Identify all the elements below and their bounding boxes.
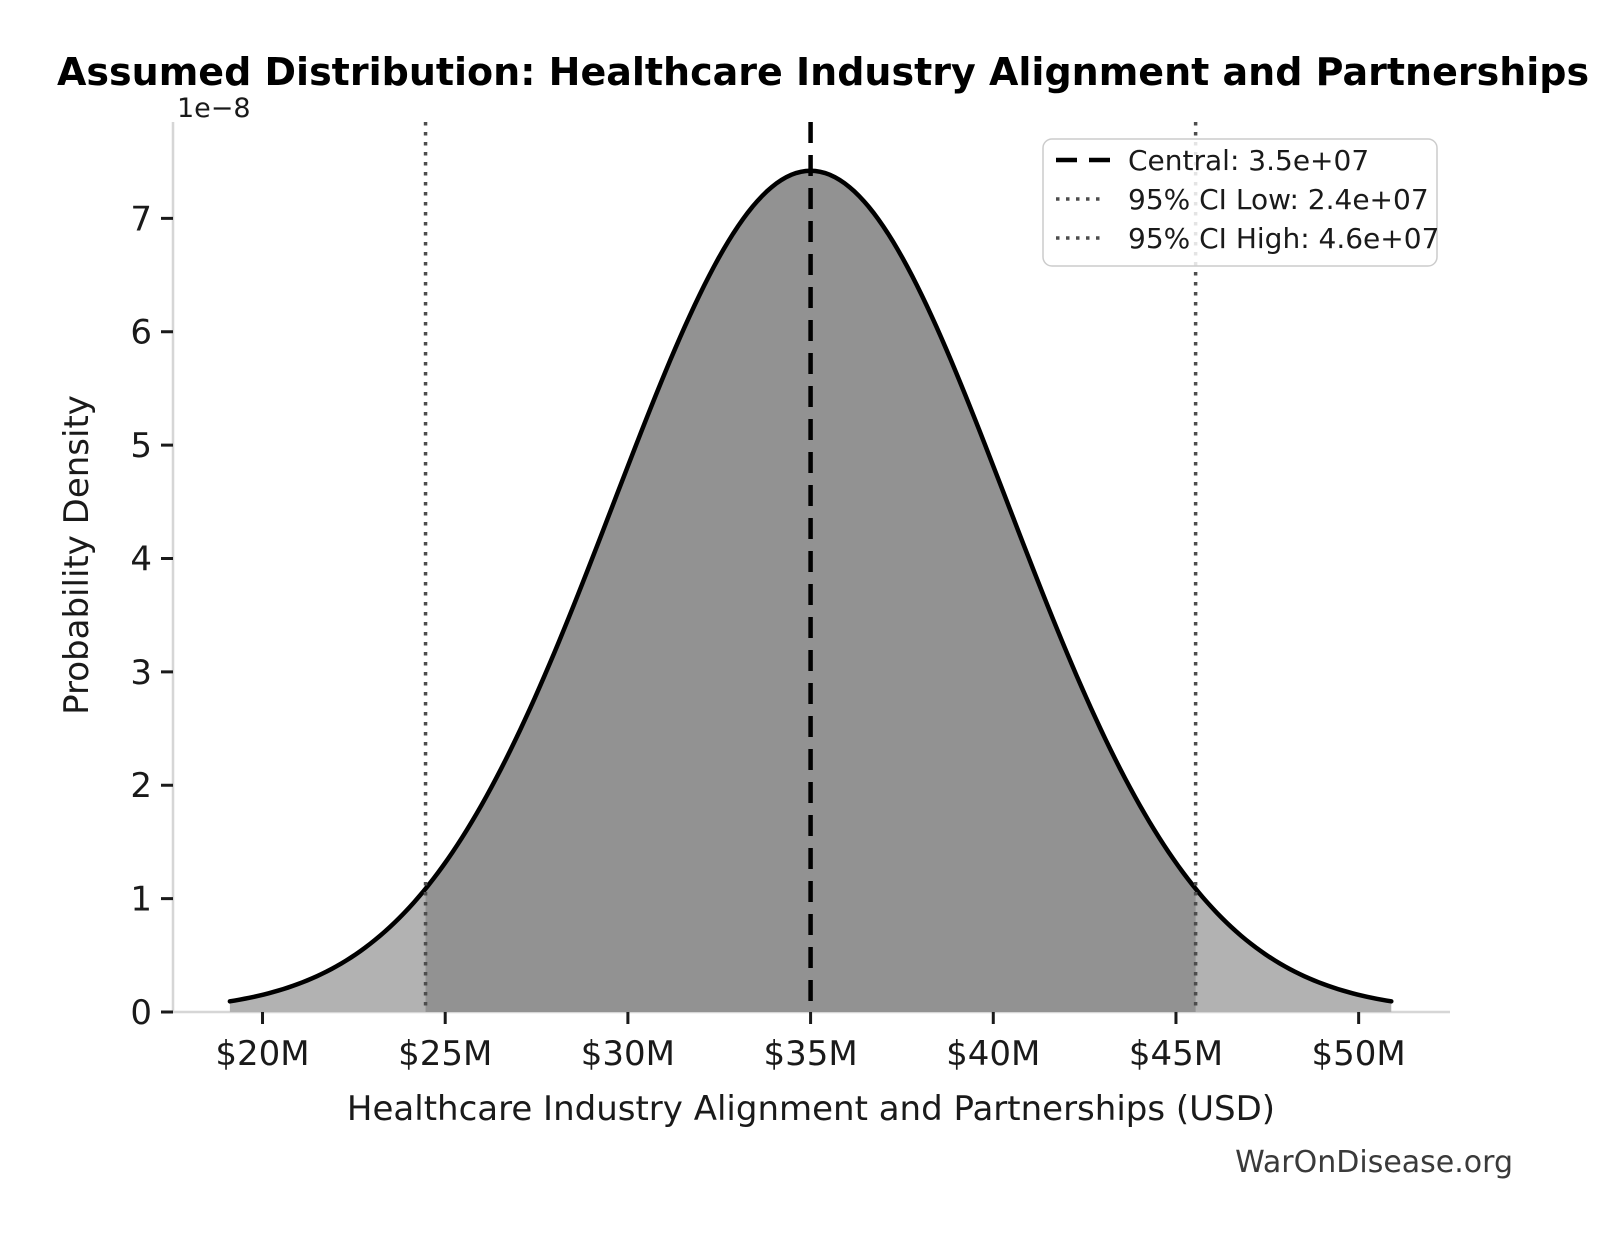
y-tick-label: 3 xyxy=(130,653,152,693)
watermark: WarOnDisease.org xyxy=(1235,1145,1513,1180)
chart-title: Assumed Distribution: Healthcare Industr… xyxy=(57,50,1589,94)
y-tick-label: 4 xyxy=(130,539,152,579)
y-tick-label: 1 xyxy=(130,880,152,920)
y-tick-label: 2 xyxy=(130,766,152,806)
legend-box xyxy=(1042,138,1438,267)
x-tick-label: $35M xyxy=(763,1034,857,1074)
legend-label-ci-low: 95% CI Low: 2.4e+07 xyxy=(1128,183,1429,216)
y-tick-label: 0 xyxy=(130,993,152,1033)
x-tick-label: $50M xyxy=(1312,1034,1406,1074)
legend: Central: 3.5e+07 95% CI Low: 2.4e+07 95%… xyxy=(1042,138,1439,267)
plot-graphics: $20M $25M $30M $35M $40M $45M $50M 0 1 2 3 4 5 6 7 xyxy=(130,122,1450,1074)
legend-label-central: Central: 3.5e+07 xyxy=(1128,144,1369,177)
x-tick-label: $30M xyxy=(581,1034,675,1074)
x-tick-label: $40M xyxy=(946,1034,1040,1074)
legend-item-ci-low: 95% CI Low: 2.4e+07 xyxy=(1056,183,1429,216)
x-tick-label: $25M xyxy=(398,1034,492,1074)
legend-item-central: Central: 3.5e+07 xyxy=(1056,144,1369,177)
legend-label-ci-high: 95% CI High: 4.6e+07 xyxy=(1128,222,1439,255)
y-axis-label: Probability Density xyxy=(57,395,97,715)
x-tick-label: $20M xyxy=(215,1034,309,1074)
y-tick-label: 7 xyxy=(130,199,152,239)
y-tick-label: 5 xyxy=(130,426,152,466)
x-axis-label: Healthcare Industry Alignment and Partne… xyxy=(347,1089,1275,1129)
y-tick-label: 6 xyxy=(130,313,152,353)
x-tick-label: $45M xyxy=(1129,1034,1223,1074)
y-axis-offset-label: 1e−8 xyxy=(177,93,251,124)
legend-item-ci-high: 95% CI High: 4.6e+07 xyxy=(1056,222,1439,255)
